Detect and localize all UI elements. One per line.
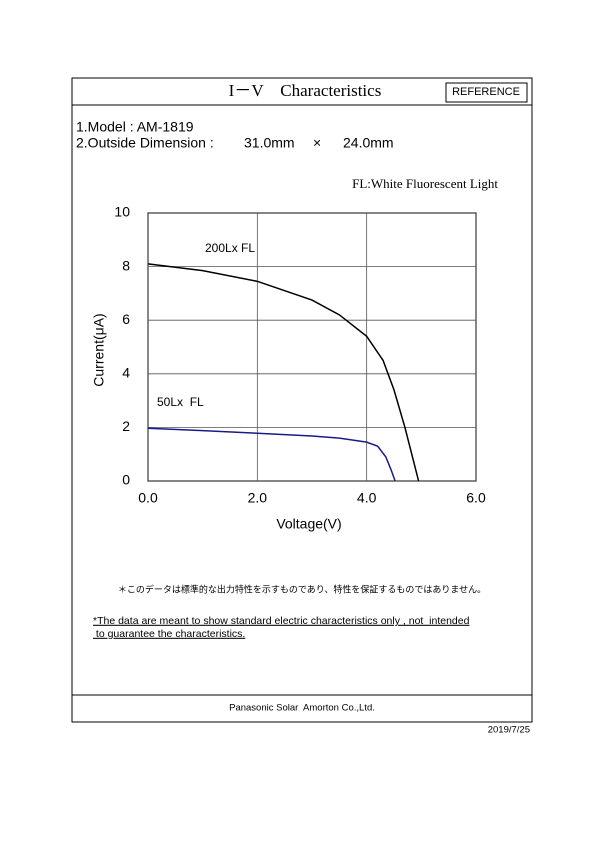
- chart-subtitle: FL:White Fluorescent Light: [352, 176, 498, 191]
- title: I－V Characteristics: [229, 81, 382, 100]
- curve: [147, 263, 420, 482]
- series-label: 50Lx FL: [157, 395, 204, 409]
- x-axis-label: Voltage(V): [276, 516, 341, 532]
- model: 1.Model : AM-1819: [76, 119, 194, 135]
- plot: 0 2 4 6 8 10 0.0 2.0 4.0 6.0 200Lx FL 50Lx FL: [114, 204, 486, 506]
- times: ×: [313, 135, 321, 151]
- note-en: to guarantee the characteristics.: [93, 628, 245, 640]
- y-tick-label: 4: [122, 365, 130, 381]
- note-en: *The data are meant to show standard ele…: [93, 615, 470, 627]
- y-axis-label: Current(μA): [91, 313, 107, 386]
- y-tick-label: 0: [122, 472, 130, 488]
- date: 2019/7/25: [488, 725, 530, 736]
- badge: REFERENCE: [452, 86, 520, 98]
- y-tick-label: 2: [122, 418, 130, 434]
- x-tick-label: 0.0: [138, 490, 158, 506]
- note-jp: ＊このデータは標準的な出力特性を示すものであり、特性を保証するものではありません…: [118, 583, 486, 594]
- series-label: 200Lx FL: [205, 241, 255, 255]
- x-tick-label: 4.0: [357, 490, 377, 506]
- dimension-label: 2.Outside Dimension :: [76, 135, 214, 151]
- y-tick-label: 10: [114, 204, 130, 220]
- plot-area: [147, 212, 477, 482]
- dimension-w: 31.0mm: [244, 135, 295, 151]
- frame: [71, 77, 533, 723]
- badge-box: [445, 82, 528, 103]
- dimension-h: 24.0mm: [343, 135, 394, 151]
- y-tick-label: 6: [122, 311, 130, 327]
- curve: [147, 427, 396, 482]
- company: Panasonic Solar Amorton Co.,Ltd.: [229, 703, 375, 714]
- x-tick-label: 6.0: [466, 490, 486, 506]
- y-tick-label: 8: [122, 257, 130, 273]
- x-tick-label: 2.0: [248, 490, 268, 506]
